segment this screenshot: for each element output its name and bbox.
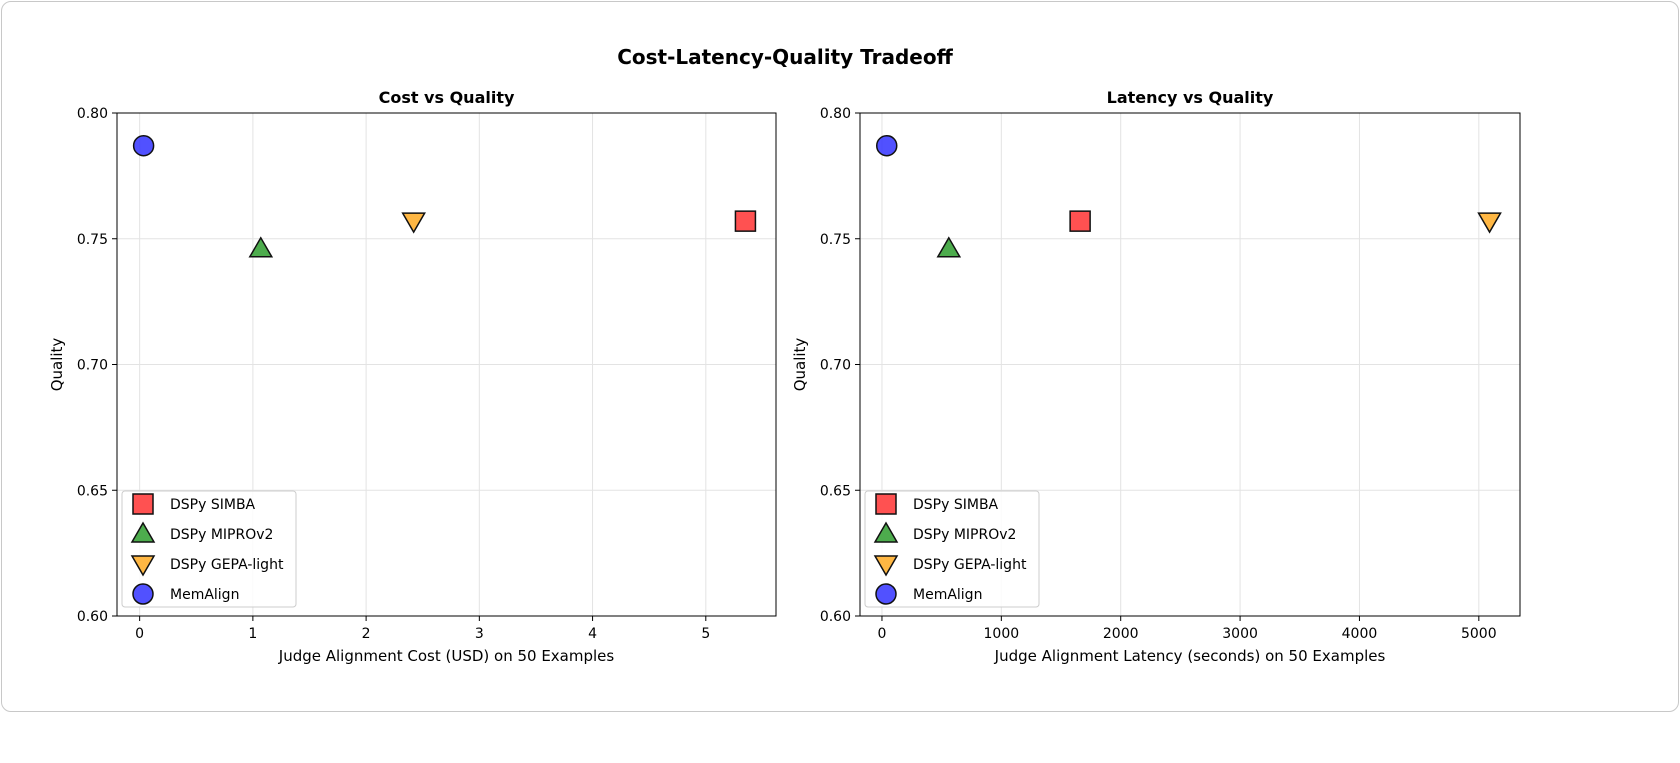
x-axis-label: Judge Alignment Latency (seconds) on 50 … <box>994 647 1386 665</box>
legend-label: DSPy SIMBA <box>170 497 256 513</box>
y-tick-label: 0.65 <box>77 483 108 499</box>
data-point-dspy-gepa-light <box>1477 212 1502 234</box>
y-axis-label: Quality <box>791 338 809 392</box>
legend-label: DSPy MIPROv2 <box>170 527 273 543</box>
figure-title: Cost-Latency-Quality Tradeoff <box>617 45 953 69</box>
legend-label: MemAlign <box>913 587 982 603</box>
legend-label: DSPy SIMBA <box>913 497 999 513</box>
subplot-title: Latency vs Quality <box>1107 88 1274 107</box>
x-tick-label: 5 <box>701 626 710 642</box>
x-tick-label: 4000 <box>1342 626 1378 642</box>
x-tick-label: 1 <box>248 626 257 642</box>
legend-frame <box>864 490 1040 608</box>
x-tick-label: 2 <box>362 626 371 642</box>
x-tick-label: 5000 <box>1461 626 1497 642</box>
legend-label: DSPy MIPROv2 <box>913 527 1016 543</box>
y-axis-label: Quality <box>48 338 66 392</box>
subplot-1: 0 1000 2000 3000 4000 5000 0.60 0.65 0.70 0.75 0.8… <box>791 88 1521 665</box>
legend: DSPy SIMBA DSPy MIPROv2 DSPy GEPA-light Mem… <box>121 490 297 608</box>
x-tick-label: 2000 <box>1103 626 1139 642</box>
y-tick-label: 0.75 <box>820 232 851 248</box>
data-point-dspy-miprov2 <box>936 236 962 258</box>
data-point-dspy-simba <box>1069 210 1091 232</box>
x-tick-label: 3 <box>475 626 484 642</box>
x-tick-label: 0 <box>878 626 887 642</box>
y-tick-label: 0.70 <box>77 358 108 374</box>
x-tick-label: 0 <box>135 626 144 642</box>
legend-label: MemAlign <box>170 587 239 603</box>
legend-marker-2 <box>130 555 156 577</box>
legend-frame <box>121 490 297 608</box>
legend-marker-2 <box>873 555 899 577</box>
legend-marker-0 <box>132 493 154 515</box>
x-tick-label: 3000 <box>1222 626 1258 642</box>
subplot-0: 0 1 2 3 4 5 0.60 0.65 0.70 0.75 0.80 Cost vs Qualit… <box>48 88 777 665</box>
data-point-dspy-simba <box>734 210 757 232</box>
data-point-memalign <box>875 134 898 157</box>
legend-label: DSPy GEPA-light <box>913 557 1027 573</box>
legend-marker-0 <box>875 493 897 515</box>
x-tick-label: 4 <box>588 626 597 642</box>
y-tick-label: 0.60 <box>820 609 851 625</box>
plot-frame <box>116 112 777 617</box>
data-point-dspy-gepa-light <box>401 212 426 234</box>
y-tick-label: 0.75 <box>77 232 108 248</box>
y-tick-label: 0.70 <box>820 358 851 374</box>
legend-marker-3 <box>132 583 154 605</box>
y-tick-label: 0.80 <box>77 106 108 122</box>
legend-label: DSPy GEPA-light <box>170 557 284 573</box>
legend-marker-3 <box>875 583 897 605</box>
legend-marker-1 <box>873 521 899 543</box>
data-point-dspy-miprov2 <box>248 236 274 258</box>
x-tick-label: 1000 <box>984 626 1020 642</box>
data-point-memalign <box>132 134 155 157</box>
y-tick-label: 0.80 <box>820 106 851 122</box>
legend: DSPy SIMBA DSPy MIPROv2 DSPy GEPA-light Mem… <box>864 490 1040 608</box>
y-tick-label: 0.65 <box>820 483 851 499</box>
x-axis-label: Judge Alignment Cost (USD) on 50 Example… <box>278 647 615 665</box>
plot-frame <box>859 112 1521 617</box>
legend-marker-1 <box>130 521 156 543</box>
y-tick-label: 0.60 <box>77 609 108 625</box>
subplot-title: Cost vs Quality <box>379 88 515 107</box>
